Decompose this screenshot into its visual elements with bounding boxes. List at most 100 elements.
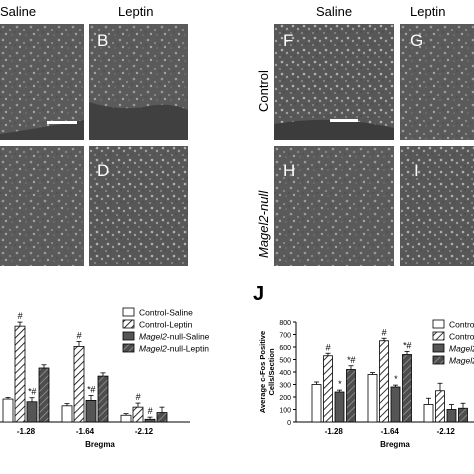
micrograph-f: F [274,24,394,140]
legend-swatch [432,319,445,329]
micrograph-texture [400,146,474,266]
micrograph-texture [274,146,394,266]
x-tick-label: -2.12 [437,427,456,436]
legend-swatch [432,331,445,341]
panel-label-d: D [97,161,110,180]
bar-control-leptin [14,325,26,423]
significance-mark: * [394,374,398,384]
legend-label: Magel2-null-Leptin [139,344,209,354]
bar-magel2-null-leptin [156,412,168,423]
significance-mark: # [381,327,387,337]
legend-swatch [122,307,135,317]
bar-magel2-null-saline [26,401,38,423]
legend-label: Control-Leptin [139,320,193,330]
micrograph-texture [0,146,84,266]
column-header-leptin-left: Leptin [118,4,154,19]
bar-control-saline [120,414,132,423]
legend-swatch [122,319,135,329]
column-header-saline-left: Saline [0,4,37,19]
x-tick-label: -1.64 [381,427,400,436]
micrograph-c [0,146,84,266]
micrograph-d: D [89,146,188,266]
scale-bar [330,119,358,122]
legend-label: Control-Leptin [449,332,474,342]
y-axis-label: Average c-Fos Positive [258,331,267,413]
legend-swatch [122,343,135,353]
x-tick-label: -2.12 [135,427,154,436]
y-tick-label: 0 [287,420,291,427]
y-tick-label: 300 [279,383,291,390]
panel-label-b: B [97,31,109,50]
panel-label-f: F [283,31,294,50]
panel-label-h: H [283,161,296,180]
scale-bar [47,121,77,124]
legend-swatch [122,331,135,341]
y-tick-label: 800 [279,320,291,327]
x-tick-label: -1.28 [17,427,36,436]
column-header-leptin-right: Leptin [410,4,446,19]
significance-mark: *# [403,340,413,350]
bar-magel2-null-leptin [458,407,468,423]
bar-control-leptin [323,355,333,423]
y-tick-label: 500 [279,358,291,365]
significance-mark: # [76,331,82,341]
legend-label: Magel2-null-Saline [139,332,210,342]
bar-control-saline [2,398,14,423]
bar-control-saline [61,405,73,423]
significance-mark: # [135,392,141,402]
bar-magel2-null-leptin [402,354,412,423]
bar-chart-left: # *# -1.28 # *# -1.64 # # -2.12 Bregma Control-Sal… [0,307,210,449]
micrograph-texture [0,24,84,140]
panel-label-i: I [414,161,419,180]
panel-label-j: J [253,283,265,305]
row-label-control: Control [256,70,271,112]
y-tick-label: 600 [279,345,291,352]
micrograph-h: H [274,146,394,266]
x-tick-label: -1.28 [325,427,344,436]
bar-control-saline [311,384,322,423]
significance-mark: *# [347,355,357,365]
column-header-saline-right: Saline [316,4,353,19]
bar-magel2-null-saline [390,386,401,423]
micrograph-texture [400,24,474,140]
bar-magel2-null-leptin [38,367,50,423]
legend-label: Control-Saline [449,320,474,330]
panel-label-g: G [410,31,424,50]
bar-control-leptin [132,406,144,423]
bar-control-leptin [73,346,85,423]
micrograph-b: B [89,24,188,140]
row-label-magel2-null: Magel2-null [256,190,271,258]
legend-swatch [432,355,445,365]
bar-magel2-null-leptin [346,369,356,423]
significance-mark: # [147,406,153,416]
micrograph-a [0,24,84,140]
bar-control-leptin [379,340,389,423]
legend-label: Magel2-null-Saline [449,344,474,354]
micrograph-texture [89,146,188,266]
y-tick-label: 400 [279,370,291,377]
significance-mark: *# [87,385,97,395]
legend-label: Magel2-null-Leptin [449,356,474,366]
x-axis-label: Bregma [85,440,115,449]
y-axis-label: Cells/Section [267,348,276,396]
significance-mark: *# [28,387,38,397]
bar-control-saline [367,374,378,423]
micrograph-g: G [400,24,474,140]
bar-magel2-null-leptin [97,375,109,423]
significance-mark: * [338,379,342,389]
bar-magel2-null-saline [334,391,345,423]
legend-label: Control-Saline [139,308,193,318]
x-axis-label: Bregma [380,440,410,449]
significance-mark: # [17,311,23,321]
bar-control-saline [423,404,434,423]
bar-control-leptin [435,390,445,423]
x-tick-label: -1.64 [76,427,95,436]
significance-mark: # [325,342,331,352]
y-tick-label: 200 [279,395,291,402]
micrograph-i: I [400,146,474,266]
legend-swatch [432,343,445,353]
bar-chart-right: 0 100 200 300 400 500 600 700 800 Average c-Fos P… [258,319,474,449]
bar-magel2-null-saline [446,409,457,423]
bar-magel2-null-saline [144,418,156,423]
bar-magel2-null-saline [85,400,97,423]
